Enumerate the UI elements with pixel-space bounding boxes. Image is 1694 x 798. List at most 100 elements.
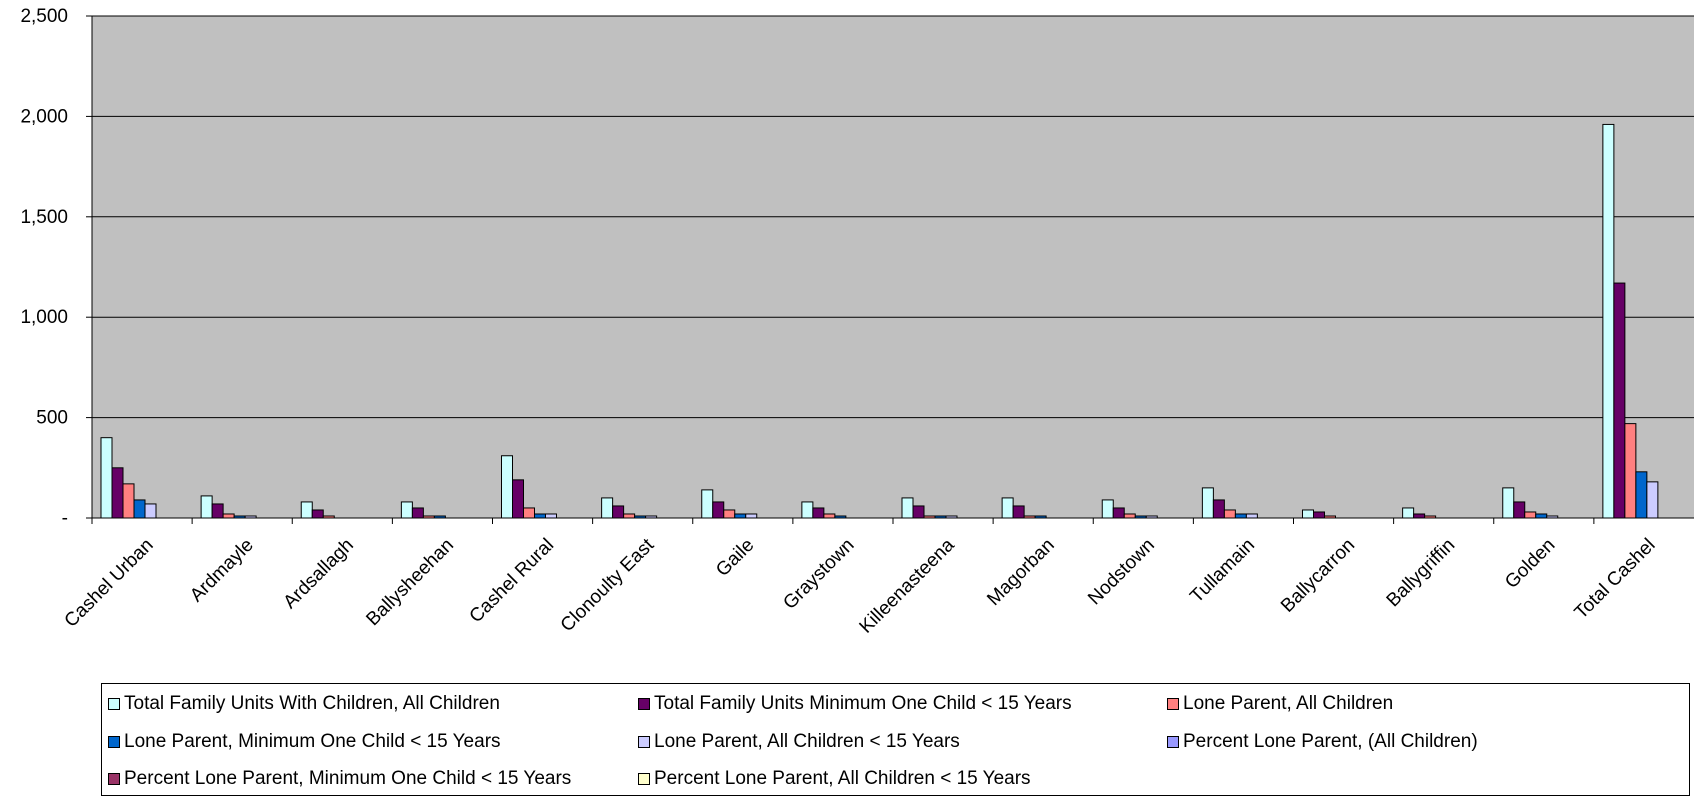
- axes: [91, 16, 1694, 524]
- legend-swatch-1: [638, 698, 650, 710]
- bar-8-1: [912, 505, 925, 519]
- y-tick-label: 1,500: [20, 207, 68, 228]
- bar-4-1: [512, 479, 524, 519]
- bar-1-1: [211, 503, 224, 519]
- bar-0-2: [122, 483, 135, 519]
- x-tick-label: Killeenasteena: [856, 534, 959, 637]
- x-tick-label: Total Cashel: [1571, 535, 1660, 624]
- legend-swatch-4: [638, 736, 650, 748]
- bar-2-0: [300, 501, 313, 519]
- bar-15-2: [1624, 423, 1637, 519]
- bar-11-0: [1201, 487, 1214, 519]
- x-tick-label: Ardsallagh: [280, 535, 358, 613]
- bar-9-0: [1001, 497, 1014, 519]
- legend-swatch-3: [108, 736, 120, 748]
- bar-0-4: [144, 503, 157, 519]
- bar-13-1: [1413, 513, 1426, 519]
- legend-item-7: Percent Lone Parent, All Children < 15 Y…: [638, 768, 1031, 790]
- y-tick-label: 2,000: [20, 106, 68, 127]
- bar-5-1: [612, 505, 625, 519]
- legend-label-4: Lone Parent, All Children < 15 Years: [654, 731, 960, 752]
- bar-11-2: [1223, 509, 1236, 519]
- bar-9-1: [1012, 505, 1025, 519]
- bar-3-1: [411, 507, 424, 519]
- bar-10-1: [1112, 507, 1125, 519]
- bar-11-4: [1245, 513, 1258, 519]
- x-tick-label: Gaile: [712, 535, 758, 581]
- bar-6-4: [745, 513, 758, 519]
- bar-4-2: [523, 507, 535, 519]
- bar-10-2: [1123, 513, 1136, 519]
- bar-7-0: [801, 501, 814, 519]
- x-tick-label: Ballysheehan: [362, 535, 458, 631]
- legend-item-2: Lone Parent, All Children: [1167, 693, 1393, 715]
- x-tick-label: Magorban: [983, 535, 1058, 610]
- legend-label-0: Total Family Units With Children, All Ch…: [124, 693, 500, 714]
- legend-swatch-6: [108, 773, 120, 785]
- bar-15-1: [1613, 282, 1626, 519]
- legend-swatch-7: [638, 773, 650, 785]
- bar-14-1: [1513, 501, 1526, 519]
- bar-3-0: [400, 501, 413, 519]
- bar-13-0: [1402, 507, 1415, 519]
- bar-5-2: [623, 513, 636, 519]
- plot-area: [92, 16, 1694, 518]
- legend-swatch-5: [1167, 736, 1179, 748]
- bar-8-0: [901, 497, 914, 519]
- legend-label-1: Total Family Units Minimum One Child < 1…: [654, 693, 1072, 714]
- bar-11-3: [1234, 513, 1247, 519]
- bar-0-0: [100, 437, 113, 519]
- bar-11-1: [1212, 499, 1225, 519]
- bar-4-0: [501, 455, 513, 519]
- y-tick-label: 500: [36, 408, 68, 429]
- bar-6-3: [734, 513, 747, 519]
- legend-label-5: Percent Lone Parent, (All Children): [1183, 731, 1478, 752]
- y-tick-label: 1,000: [20, 307, 68, 328]
- bar-6-1: [712, 501, 725, 519]
- legend-item-1: Total Family Units Minimum One Child < 1…: [638, 693, 1072, 715]
- bar-12-0: [1302, 509, 1314, 519]
- x-tick-label: Nodstown: [1084, 535, 1159, 610]
- bar-5-0: [601, 497, 614, 519]
- bar-15-0: [1602, 123, 1615, 519]
- bar-14-3: [1535, 513, 1548, 519]
- legend-item-6: Percent Lone Parent, Minimum One Child <…: [108, 768, 571, 790]
- legend-label-6: Percent Lone Parent, Minimum One Child <…: [124, 768, 572, 789]
- bar-15-4: [1646, 481, 1659, 519]
- bar-7-2: [823, 513, 836, 519]
- x-tick-label: Graystown: [779, 535, 858, 614]
- legend-item-0: Total Family Units With Children, All Ch…: [108, 693, 500, 715]
- bar-2-1: [311, 509, 324, 519]
- legend-label-7: Percent Lone Parent, All Children < 15 Y…: [654, 768, 1031, 789]
- bar-6-2: [723, 509, 736, 519]
- legend-swatch-0: [108, 698, 120, 710]
- x-tick-label: Tullamain: [1186, 535, 1259, 608]
- bar-10-0: [1101, 499, 1114, 519]
- bar-1-0: [200, 495, 213, 519]
- bar-0-3: [133, 499, 146, 519]
- x-tick-labels: Cashel Urban Ardmayle Ardsallagh Ballysheeh…: [61, 534, 1660, 637]
- bar-15-3: [1635, 471, 1648, 519]
- legend-item-3: Lone Parent, Minimum One Child < 15 Year…: [108, 731, 501, 753]
- legend: Total Family Units With Children, All Ch…: [101, 683, 1690, 796]
- x-tick-label: Golden: [1501, 535, 1559, 593]
- bar-4-3: [534, 513, 546, 519]
- bar-14-0: [1502, 487, 1515, 519]
- bar-1-2: [222, 513, 235, 519]
- bar-14-2: [1524, 511, 1537, 519]
- x-tick-label: Cashel Urban: [61, 535, 158, 632]
- gridlines: [86, 15, 1694, 519]
- bar-7-1: [812, 507, 825, 519]
- bar-4-4: [545, 513, 557, 519]
- legend-swatch-2: [1167, 698, 1179, 710]
- bar-6-0: [701, 489, 714, 519]
- legend-label-3: Lone Parent, Minimum One Child < 15 Year…: [124, 731, 501, 752]
- bar-12-1: [1313, 511, 1325, 519]
- legend-item-5: Percent Lone Parent, (All Children): [1167, 731, 1478, 753]
- y-tick-labels: - 500 1,000 1,500 2,000 2,500: [20, 6, 68, 529]
- x-tick-label: Ballygriffin: [1383, 535, 1460, 612]
- bar-0-1: [111, 467, 124, 519]
- x-tick-label: Clonoulty East: [557, 534, 659, 636]
- y-tick-label: 2,500: [20, 6, 68, 27]
